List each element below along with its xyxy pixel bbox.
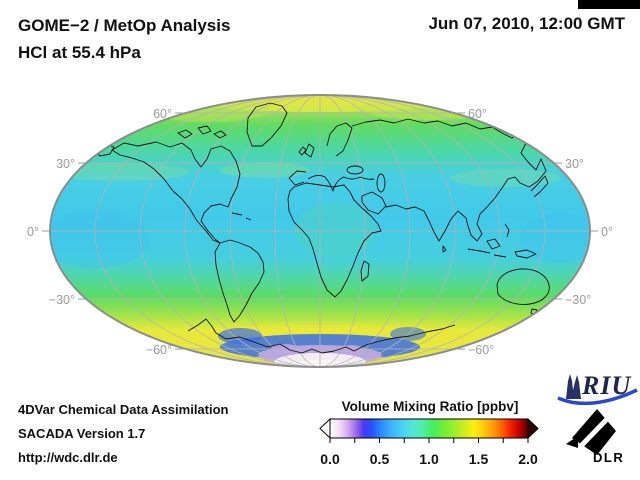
colorbar-tick-0.5: 0.5: [369, 451, 390, 467]
colorbar-title: Volume Mixing Ratio [ppbv]: [341, 399, 519, 414]
colorbar-tick-labels: 0.0 0.5 1.0 1.5 2.0: [318, 451, 542, 467]
dlr-logo-text: DLR: [593, 450, 625, 465]
riu-logo: RIU: [556, 370, 640, 410]
lat-label-right-60: 60°: [468, 107, 487, 121]
cathedral-icon: [566, 374, 581, 399]
coastlines: [95, 102, 550, 354]
corner-bar: [578, 0, 640, 9]
lat-label-left--60: −60°: [146, 343, 172, 357]
lat-label-right-30: 30°: [565, 157, 584, 171]
lat-label-right--30: −30°: [565, 293, 591, 307]
colorbar-tick-1.0: 1.0: [419, 451, 439, 467]
title-block: GOME−2 / MetOp Analysis HCl at 55.4 hPa: [18, 12, 230, 66]
footer-line-assimilation: 4DVar Chemical Data Assimilation: [18, 402, 229, 417]
lat-label-left-60: 60°: [153, 107, 172, 121]
lat-label-left-30: 30°: [56, 157, 75, 171]
lat-label-right--60: −60°: [468, 343, 494, 357]
colorbar-scale: [319, 417, 539, 443]
page-title: GOME−2 / MetOp Analysis: [18, 16, 231, 35]
colorbar-right-arrow: [527, 417, 539, 440]
colorbar-tick-2.0: 2.0: [518, 451, 538, 467]
colorbar-minor-ticks: [329, 438, 529, 443]
dlr-logo-icon: [566, 409, 616, 455]
colorbar-gradient: [329, 418, 529, 439]
lat-label-left--30: −30°: [49, 293, 75, 307]
lat-label-left-0: 0°: [27, 225, 39, 239]
colorbar: Volume Mixing Ratio [ppbv]: [318, 399, 542, 467]
timestamp: Jun 07, 2010, 12:00 GMT: [428, 14, 625, 33]
footer-line-url: http://wdc.dlr.de: [18, 450, 118, 465]
colorbar-tick-1.5: 1.5: [468, 451, 489, 467]
latitude-ticks: [42, 112, 598, 350]
riu-logo-graphics: [557, 374, 638, 406]
lat-label-right-0: 0°: [601, 225, 613, 239]
page-subtitle: HCl at 55.4 hPa: [18, 43, 141, 62]
dlr-logo: DLR: [562, 405, 636, 469]
riu-swoosh: [557, 388, 638, 406]
colorbar-left-arrow: [319, 417, 331, 440]
latitude-labels: 60° 30° 0° −30° −60° 60° 30° 0° −30° −60…: [27, 107, 613, 357]
footer: 4DVar Chemical Data Assimilation SACADA …: [18, 398, 229, 470]
colorbar-tick-0.0: 0.0: [320, 451, 340, 467]
riu-logo-text: RIU: [582, 371, 632, 400]
footer-line-version: SACADA Version 1.7: [18, 426, 146, 441]
